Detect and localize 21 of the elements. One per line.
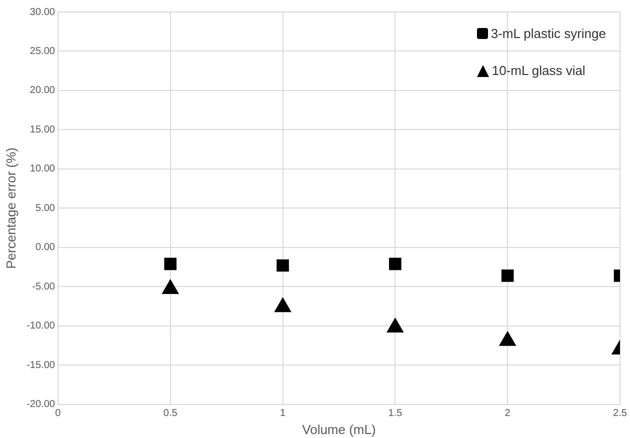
x-tick-label: 2 bbox=[504, 408, 511, 420]
y-tick-label: 15.00 bbox=[30, 124, 56, 136]
x-tick-label: 2.5 bbox=[613, 408, 628, 420]
legend-label: 3-mL plastic syringe bbox=[490, 26, 606, 41]
x-tick-label: 0 bbox=[55, 408, 62, 420]
x-axis-title: Volume (mL) bbox=[302, 422, 376, 437]
y-tick-label: 5.00 bbox=[35, 202, 56, 214]
y-tick-label: -20.00 bbox=[26, 399, 56, 410]
y-tick-label: -5.00 bbox=[32, 281, 56, 292]
legend-label: 10-mL glass vial bbox=[492, 63, 586, 78]
y-tick-label: 10.00 bbox=[30, 164, 56, 175]
x-tick-label: 0.5 bbox=[163, 408, 178, 420]
y-tick-label: 0.00 bbox=[35, 242, 56, 254]
y-tick-label: -15.00 bbox=[26, 360, 56, 371]
x-tick-label: 1 bbox=[280, 408, 286, 420]
y-axis-title: Percentage error (%) bbox=[3, 148, 18, 269]
y-tick-label: 25.00 bbox=[30, 46, 56, 57]
y-tick-label: 20.00 bbox=[30, 85, 56, 96]
x-tick-label: 1.5 bbox=[388, 408, 403, 420]
y-tick-label: 30.00 bbox=[30, 6, 56, 18]
y-tick-label: -10.00 bbox=[26, 320, 56, 332]
